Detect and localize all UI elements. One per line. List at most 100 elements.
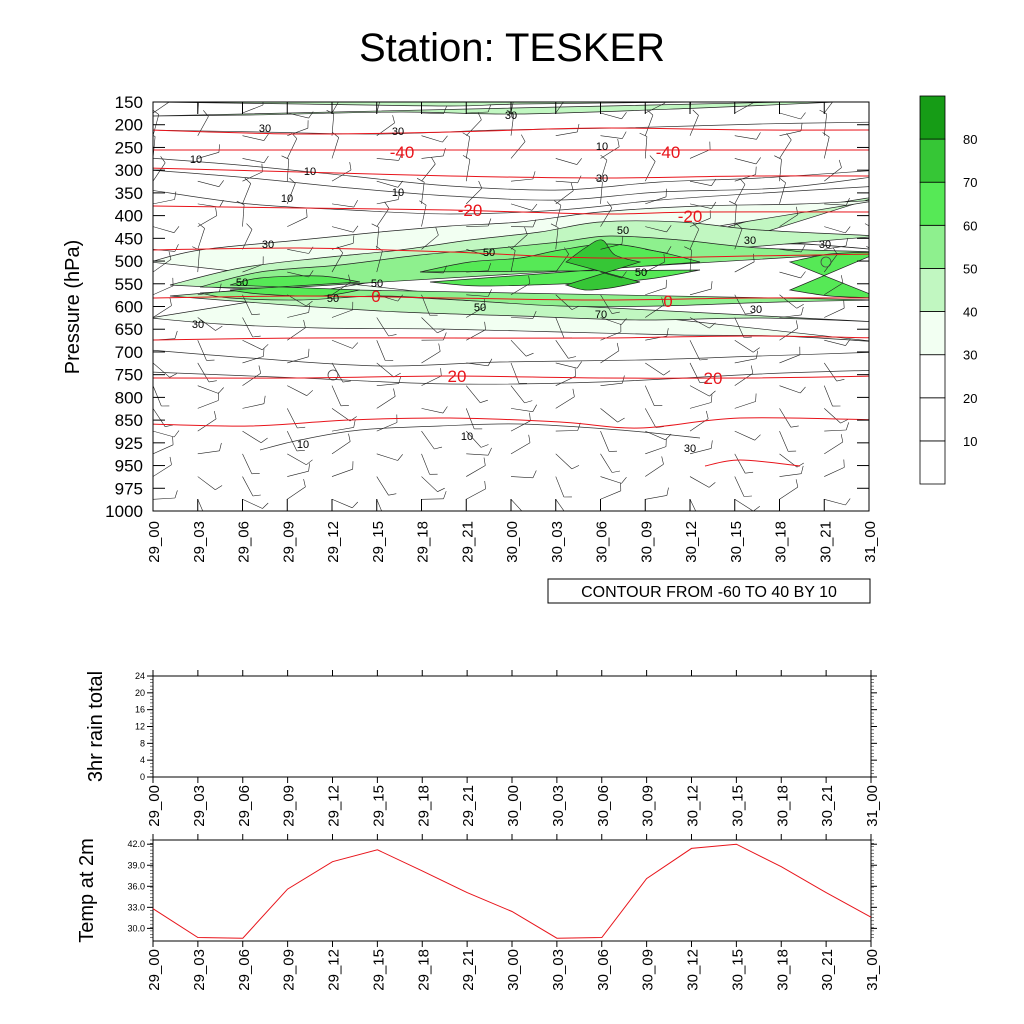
wind-barb-flag <box>169 373 177 378</box>
wind-barb <box>779 112 801 120</box>
wind-barb <box>779 130 802 137</box>
y-tick-label: 750 <box>115 366 143 385</box>
rain-panel: 0 4 8 12 16 20 24 29_00 29_03 29_06 29_09 29_12 29_1… <box>85 670 881 827</box>
wind-barb-flag <box>440 368 442 377</box>
wind-barb <box>734 102 755 114</box>
wind-barb <box>421 375 442 386</box>
x-tick-label: 29_00 <box>146 521 163 563</box>
wind-barb <box>331 408 351 422</box>
wind-barb <box>510 113 515 136</box>
wind-barb <box>734 339 754 353</box>
y-tick-label: 8 <box>140 738 145 748</box>
wind-barb-flag <box>666 328 669 337</box>
x-tick-label: 30_00 <box>505 949 522 991</box>
x-tick-label: 30_15 <box>728 521 745 563</box>
wind-barb-flag <box>262 344 269 351</box>
wind-barb <box>287 453 307 466</box>
wind-barb-flag <box>571 305 580 310</box>
wind-barb-flag <box>203 110 209 117</box>
wind-barb <box>868 476 869 478</box>
wind-barb <box>689 149 711 159</box>
wind-barb-flag <box>437 329 445 334</box>
x-tick-label: 31_00 <box>864 785 881 827</box>
x-tick-label: 30_21 <box>819 785 836 827</box>
wind-barb <box>779 486 798 500</box>
wind-barb <box>734 261 755 273</box>
wind-barb <box>555 317 565 339</box>
wind-barb <box>286 408 298 429</box>
wind-barb <box>734 184 746 205</box>
humidity-contour-line <box>153 186 869 215</box>
colorbar-swatch <box>919 267 946 312</box>
wind-barb-flag <box>487 218 492 227</box>
humidity-contour-label: 30 <box>262 239 274 251</box>
x-tick-label: 30_03 <box>550 949 567 991</box>
x-tick-label: 31_00 <box>862 521 879 563</box>
wind-barb-flag <box>306 459 313 466</box>
wind-barb-flag <box>388 334 397 337</box>
temperature-contour-line <box>153 335 869 341</box>
wind-barb <box>287 127 309 137</box>
wind-barb-flag <box>353 419 356 428</box>
colorbar-label: 30 <box>963 348 977 363</box>
temp-panel: 30.0 33.0 36.0 39.0 42.0 29_00 29_03 29_06 29_09… <box>76 834 881 991</box>
y-tick-label: 4 <box>140 755 145 765</box>
wind-barb <box>242 183 251 205</box>
wind-barb <box>645 304 664 318</box>
wind-barb-flag <box>308 304 311 313</box>
colorbar-label: 70 <box>963 175 977 190</box>
wind-barb <box>734 204 737 227</box>
wind-barb <box>824 408 841 424</box>
wind-barb-flag <box>173 226 180 233</box>
wind-barb <box>421 163 436 182</box>
wind-barb-flag <box>397 294 403 302</box>
wind-barb <box>600 476 622 484</box>
wind-barb-flag <box>845 197 850 206</box>
wind-barb <box>242 453 253 474</box>
wind-barb-flag <box>508 245 516 251</box>
wind-barb-flag <box>348 274 351 283</box>
wind-barb-flag <box>888 413 889 421</box>
x-tick-label: 29_15 <box>370 521 387 563</box>
wind-barb-flag <box>528 275 531 284</box>
wind-barb <box>868 385 869 386</box>
wind-barb-flag <box>745 471 754 474</box>
wind-barb-flag <box>554 200 562 206</box>
wind-barb-flag <box>215 325 223 331</box>
colorbar-label: 80 <box>963 132 977 147</box>
wind-barb <box>376 476 389 496</box>
wind-barb-flag <box>506 109 514 115</box>
wind-barb-flag <box>169 93 171 101</box>
wind-barb-flag <box>168 251 172 260</box>
temperature-contour-label: -40 <box>390 143 415 162</box>
wind-barb <box>868 181 869 182</box>
wind-barb <box>153 259 172 273</box>
wind-barb <box>734 158 757 165</box>
wind-barb-flag <box>568 515 576 517</box>
wind-barb <box>287 249 309 254</box>
wind-barb <box>287 470 309 477</box>
wind-barb-flag <box>735 223 743 229</box>
wind-barb <box>600 271 622 279</box>
wind-barb-flag <box>326 110 334 115</box>
wind-barb-flag <box>841 275 844 284</box>
wind-barb-flag <box>866 245 869 249</box>
wind-barb-flag <box>532 470 537 478</box>
wind-barb-flag <box>532 310 537 319</box>
temperature-contour-line <box>153 247 869 259</box>
wind-barb-flag <box>397 180 403 188</box>
wind-barb <box>376 208 390 227</box>
wind-barb <box>868 111 869 113</box>
wind-barb-flag <box>743 495 753 497</box>
humidity-contour-label: 30 <box>392 126 404 138</box>
wind-barb <box>376 340 386 361</box>
wind-barb <box>286 183 296 204</box>
wind-barb-flag <box>509 87 516 91</box>
wind-barb-flag <box>866 87 873 91</box>
wind-barb <box>734 135 757 140</box>
humidity-fills <box>153 102 869 451</box>
humidity-contour-line <box>153 370 869 385</box>
wind-barb-flag <box>529 412 531 421</box>
wind-barb-flag <box>845 498 851 506</box>
wind-barb-flag <box>753 253 755 262</box>
